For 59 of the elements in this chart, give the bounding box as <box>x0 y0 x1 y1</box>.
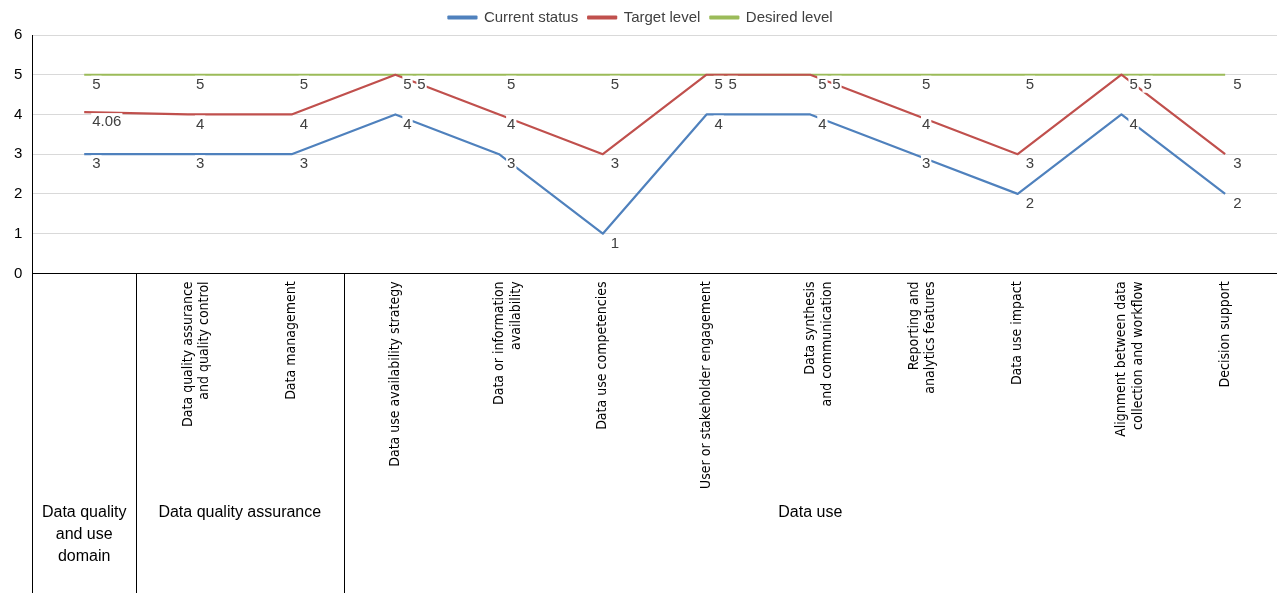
data-label: 3 <box>921 154 931 172</box>
y-tick-label: 5 <box>14 64 23 82</box>
data-label: 4 <box>714 114 723 132</box>
data-label: 3 <box>195 154 205 172</box>
data-label: 5 <box>610 74 620 92</box>
data-label: 5 <box>507 74 516 92</box>
data-label: 5 <box>403 74 412 92</box>
data-label: 3 <box>507 154 516 172</box>
x-tick-label: Data management <box>282 281 299 400</box>
text: Data use <box>778 503 843 521</box>
data-label: 4 <box>1129 114 1138 132</box>
text: Data quality and use domain <box>41 503 127 565</box>
x-tick-label: Decision support <box>1215 281 1232 388</box>
x-tick-label: Data use availability strategy <box>386 280 403 467</box>
y-tick-label: 3 <box>14 144 23 162</box>
x-tick-label: Alignment between data collection and workflow <box>1112 281 1145 437</box>
y-tick-label: 4 <box>14 104 23 122</box>
x-tick-label: Data or information availability <box>489 280 523 405</box>
y-tick-label: 6 <box>14 25 23 43</box>
data-label: 3 <box>92 154 101 172</box>
data-label: 5 <box>818 74 827 92</box>
data-label: 1 <box>610 233 620 251</box>
data-label: 5 <box>1143 74 1152 92</box>
y-tick-label: 2 <box>14 184 23 202</box>
data-label: 5 <box>832 74 841 92</box>
x-tick-label: User or stakeholder engagement <box>697 281 714 489</box>
legend-label: Current status <box>483 7 579 25</box>
x-tick-label: Data quality assurance and quality control <box>178 281 212 427</box>
data-label: 4 <box>818 114 827 132</box>
data-label: 5 <box>417 74 426 92</box>
data-label: 5 <box>299 74 308 92</box>
data-label: 5 <box>1025 74 1035 92</box>
x-tick-label: Data use competencies <box>593 281 610 430</box>
data-label: 4 <box>195 114 205 132</box>
data-label: 5 <box>714 74 723 92</box>
y-tick-label: 0 <box>14 263 23 281</box>
data-label: 2 <box>1233 194 1242 212</box>
legend-label: Desired level <box>745 7 833 25</box>
data-label: 4 <box>921 114 931 132</box>
data-label: 5 <box>195 74 205 92</box>
y-tick-label: 1 <box>14 223 23 241</box>
data-label: 5 <box>1233 74 1242 92</box>
data-label: 3 <box>299 154 308 172</box>
data-label: 4 <box>403 114 412 132</box>
data-label: 4 <box>507 114 516 132</box>
data-label: 4.06 <box>92 112 122 130</box>
data-label: 3 <box>1025 154 1035 172</box>
data-label: 5 <box>921 74 931 92</box>
x-tick-label: Data use impact <box>1008 281 1025 386</box>
data-label: 2 <box>1025 194 1035 212</box>
data-label: 3 <box>1233 154 1242 172</box>
data-label: 4 <box>299 114 308 132</box>
data-label: 3 <box>610 154 620 172</box>
legend-label: Target level <box>623 7 701 25</box>
data-label: 5 <box>1129 74 1138 92</box>
text: Data quality assurance <box>158 503 322 521</box>
data-label: 5 <box>728 74 737 92</box>
x-tick-label: Data synthesis and communication <box>800 281 834 407</box>
data-label: 5 <box>92 74 101 92</box>
